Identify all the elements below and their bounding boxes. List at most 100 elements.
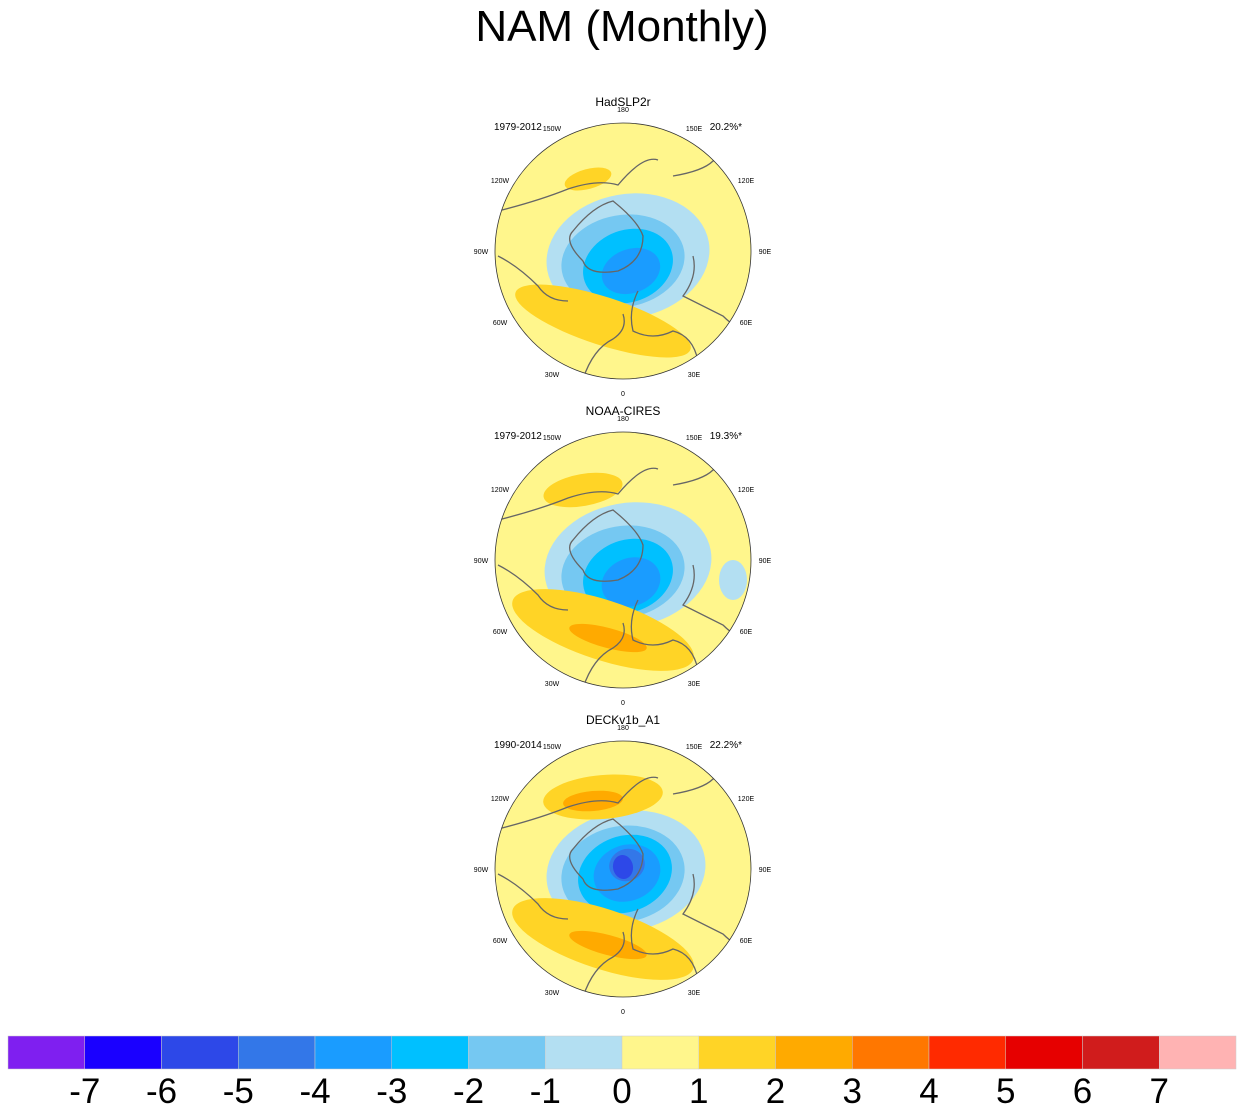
longitude-label: 180 bbox=[617, 725, 629, 732]
colorbar-label: 3 bbox=[842, 1072, 862, 1111]
longitude-label: 30W bbox=[545, 990, 560, 997]
colorbar-label: 1 bbox=[689, 1072, 709, 1111]
colorbar-box bbox=[852, 1035, 930, 1070]
coastline bbox=[582, 931, 625, 997]
longitude-label: 150W bbox=[543, 744, 562, 751]
longitude-label: 30E bbox=[688, 990, 701, 997]
longitude-label: 0 bbox=[621, 1009, 625, 1016]
panel-variance: 20.2%* bbox=[710, 122, 742, 133]
longitude-label: 90E bbox=[759, 558, 772, 565]
longitude-label: 150W bbox=[543, 126, 562, 133]
map-border bbox=[494, 431, 752, 689]
colorbar-label: 4 bbox=[919, 1072, 939, 1111]
colorbar-label: 6 bbox=[1072, 1072, 1093, 1111]
longitude-label: 0 bbox=[621, 700, 625, 707]
longitude-label: 90W bbox=[474, 558, 489, 565]
contour-region bbox=[569, 623, 647, 653]
colorbar-box bbox=[161, 1035, 239, 1070]
coastline bbox=[569, 818, 644, 891]
coastline bbox=[497, 467, 659, 521]
colorbar-box bbox=[1159, 1035, 1237, 1070]
longitude-label: 30E bbox=[688, 681, 701, 688]
longitude-label: 180 bbox=[617, 107, 629, 114]
polar-map-panel: DECKv1b_A1 1990-2014 22.2%* 180 150E 120E 90E 6… bbox=[474, 713, 772, 1016]
colorbar-box bbox=[698, 1035, 776, 1070]
coastline bbox=[497, 158, 659, 212]
contour-fills bbox=[497, 768, 751, 997]
contour-region bbox=[543, 472, 623, 508]
panel-period: 1979-2012 bbox=[494, 431, 542, 442]
longitude-label: 30W bbox=[545, 681, 560, 688]
contour-region bbox=[612, 855, 634, 879]
coastline bbox=[497, 564, 569, 611]
contour-region bbox=[601, 557, 661, 607]
longitude-label: 90E bbox=[759, 867, 772, 874]
panel-variance: 19.3%* bbox=[710, 431, 742, 442]
colorbar-box bbox=[468, 1035, 546, 1070]
contour-region bbox=[564, 167, 612, 191]
longitude-label: 60W bbox=[493, 938, 508, 945]
colorbar-box bbox=[391, 1035, 469, 1070]
longitude-label: 90E bbox=[759, 249, 772, 256]
longitude-label: 120E bbox=[738, 796, 755, 803]
longitude-label: 60E bbox=[740, 629, 753, 636]
longitude-label: 90W bbox=[474, 867, 489, 874]
contour-region bbox=[601, 247, 661, 295]
longitude-label: 150E bbox=[686, 126, 703, 133]
colorbar-box bbox=[928, 1035, 1006, 1070]
coastline bbox=[569, 200, 644, 273]
coastline bbox=[582, 622, 625, 688]
colorbar-label: -6 bbox=[145, 1072, 178, 1111]
colorbar-box bbox=[7, 1035, 85, 1070]
colorbar-box bbox=[621, 1035, 699, 1070]
longitude-label: 150W bbox=[543, 435, 562, 442]
colorbar bbox=[7, 1035, 1237, 1070]
longitude-label: 60E bbox=[740, 320, 753, 327]
colorbar-label: -4 bbox=[299, 1072, 331, 1111]
longitude-label: 0 bbox=[621, 391, 625, 398]
colorbar-label: -1 bbox=[529, 1072, 561, 1111]
coastline bbox=[582, 313, 625, 379]
longitude-label: 30W bbox=[545, 372, 560, 379]
longitude-label: 30E bbox=[688, 372, 701, 379]
colorbar-box bbox=[314, 1035, 392, 1070]
contour-fills bbox=[497, 150, 751, 379]
contour-region bbox=[515, 284, 691, 358]
longitude-label: 60W bbox=[493, 629, 508, 636]
longitude-label: 150E bbox=[686, 744, 703, 751]
map-border bbox=[494, 740, 752, 998]
contour-region bbox=[569, 930, 647, 960]
coastline bbox=[497, 255, 569, 302]
panel-title: DECKv1b_A1 bbox=[586, 713, 660, 727]
colorbar-label: 5 bbox=[996, 1072, 1016, 1111]
figure-title: NAM (Monthly) bbox=[475, 2, 769, 51]
colorbar-label: -7 bbox=[69, 1072, 101, 1111]
panel-period: 1990-2014 bbox=[494, 740, 542, 751]
colorbar-box bbox=[1005, 1035, 1083, 1070]
colorbar-label: 7 bbox=[1149, 1072, 1169, 1111]
coastline bbox=[569, 509, 644, 582]
longitude-label: 180 bbox=[617, 416, 629, 423]
coastline bbox=[497, 776, 659, 830]
colorbar-box bbox=[1082, 1035, 1160, 1070]
longitude-label: 120W bbox=[491, 487, 510, 494]
longitude-label: 60E bbox=[740, 938, 753, 945]
panel-title: NOAA-CIRES bbox=[586, 404, 661, 418]
longitude-label: 120W bbox=[491, 796, 510, 803]
colorbar-box bbox=[775, 1035, 853, 1070]
coastline bbox=[497, 873, 569, 920]
colorbar-label: 0 bbox=[612, 1072, 632, 1111]
colorbar-label: -3 bbox=[376, 1072, 408, 1111]
longitude-label: 120E bbox=[738, 487, 755, 494]
longitude-label: 90W bbox=[474, 249, 489, 256]
colorbar-label: -2 bbox=[452, 1072, 485, 1111]
longitude-label: 120W bbox=[491, 178, 510, 185]
map-border bbox=[494, 122, 752, 380]
longitude-label: 120E bbox=[738, 178, 755, 185]
colorbar-box bbox=[84, 1035, 162, 1070]
colorbar-box bbox=[545, 1035, 623, 1070]
panel-period: 1979-2012 bbox=[494, 122, 542, 133]
contour-region bbox=[719, 560, 747, 600]
panel-title: HadSLP2r bbox=[595, 95, 650, 109]
